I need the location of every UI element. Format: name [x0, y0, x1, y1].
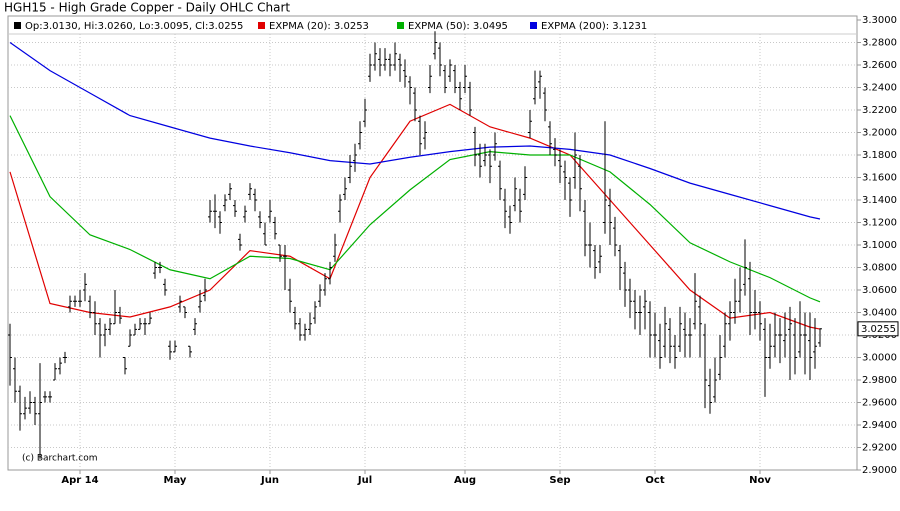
chart-title: HGH15 - High Grade Copper - Daily OHLC C…	[4, 1, 290, 15]
y-tick-label: 3.1400	[862, 195, 897, 206]
y-tick-label: 3.1200	[862, 218, 897, 229]
ohlc-label: Op:3.0130, Hi:3.0260, Lo:3.0095, Cl:3.02…	[25, 21, 243, 32]
y-tick-label: 3.1600	[862, 173, 897, 184]
y-tick-label: 2.9000	[862, 465, 897, 476]
legend-swatch	[258, 22, 265, 29]
y-tick-label: 2.9200	[862, 443, 897, 454]
y-tick-label: 2.9400	[862, 420, 897, 431]
x-tick-label: Aug	[454, 475, 476, 486]
y-tick-label: 3.1000	[862, 240, 897, 251]
y-tick-label: 3.2600	[862, 60, 897, 71]
y-tick-label: 3.2400	[862, 83, 897, 94]
y-tick-label: 2.9600	[862, 398, 897, 409]
x-tick-label: Sep	[549, 475, 570, 486]
x-tick-label: Nov	[749, 475, 771, 486]
y-tick-label: 2.9800	[862, 375, 897, 386]
legend-swatch	[530, 22, 537, 29]
ema-line	[9, 115, 821, 303]
ema-line	[9, 42, 821, 220]
x-tick-label: Jul	[357, 475, 372, 486]
y-tick-label: 3.3000	[862, 15, 897, 26]
y-tick-label: 3.0800	[862, 263, 897, 274]
y-tick-label: 3.0600	[862, 285, 897, 296]
legend-label: EXPMA (200): 3.1231	[541, 21, 647, 32]
legend-label: EXPMA (20): 3.0253	[269, 21, 369, 32]
watermark: (c) Barchart.com	[22, 454, 98, 464]
y-tick-label: 3.2000	[862, 128, 897, 139]
y-tick-label: 3.2200	[862, 105, 897, 116]
x-tick-label: May	[164, 475, 187, 486]
ema-line	[9, 103, 821, 330]
legend-swatch	[14, 22, 21, 29]
legend-label: EXPMA (50): 3.0495	[408, 21, 508, 32]
last-price-label: 3.0255	[861, 324, 896, 335]
y-tick-label: 3.0400	[862, 308, 897, 319]
last-price-box	[857, 321, 899, 337]
y-tick-label: 3.2800	[862, 38, 897, 49]
plot-area	[7, 15, 858, 471]
x-tick-label: Oct	[645, 475, 664, 486]
y-tick-label: 3.0000	[862, 353, 897, 364]
x-tick-label: Apr 14	[61, 475, 98, 486]
x-tick-label: Jun	[260, 475, 279, 486]
legend-swatch	[397, 22, 404, 29]
y-tick-label: 3.1800	[862, 150, 897, 161]
